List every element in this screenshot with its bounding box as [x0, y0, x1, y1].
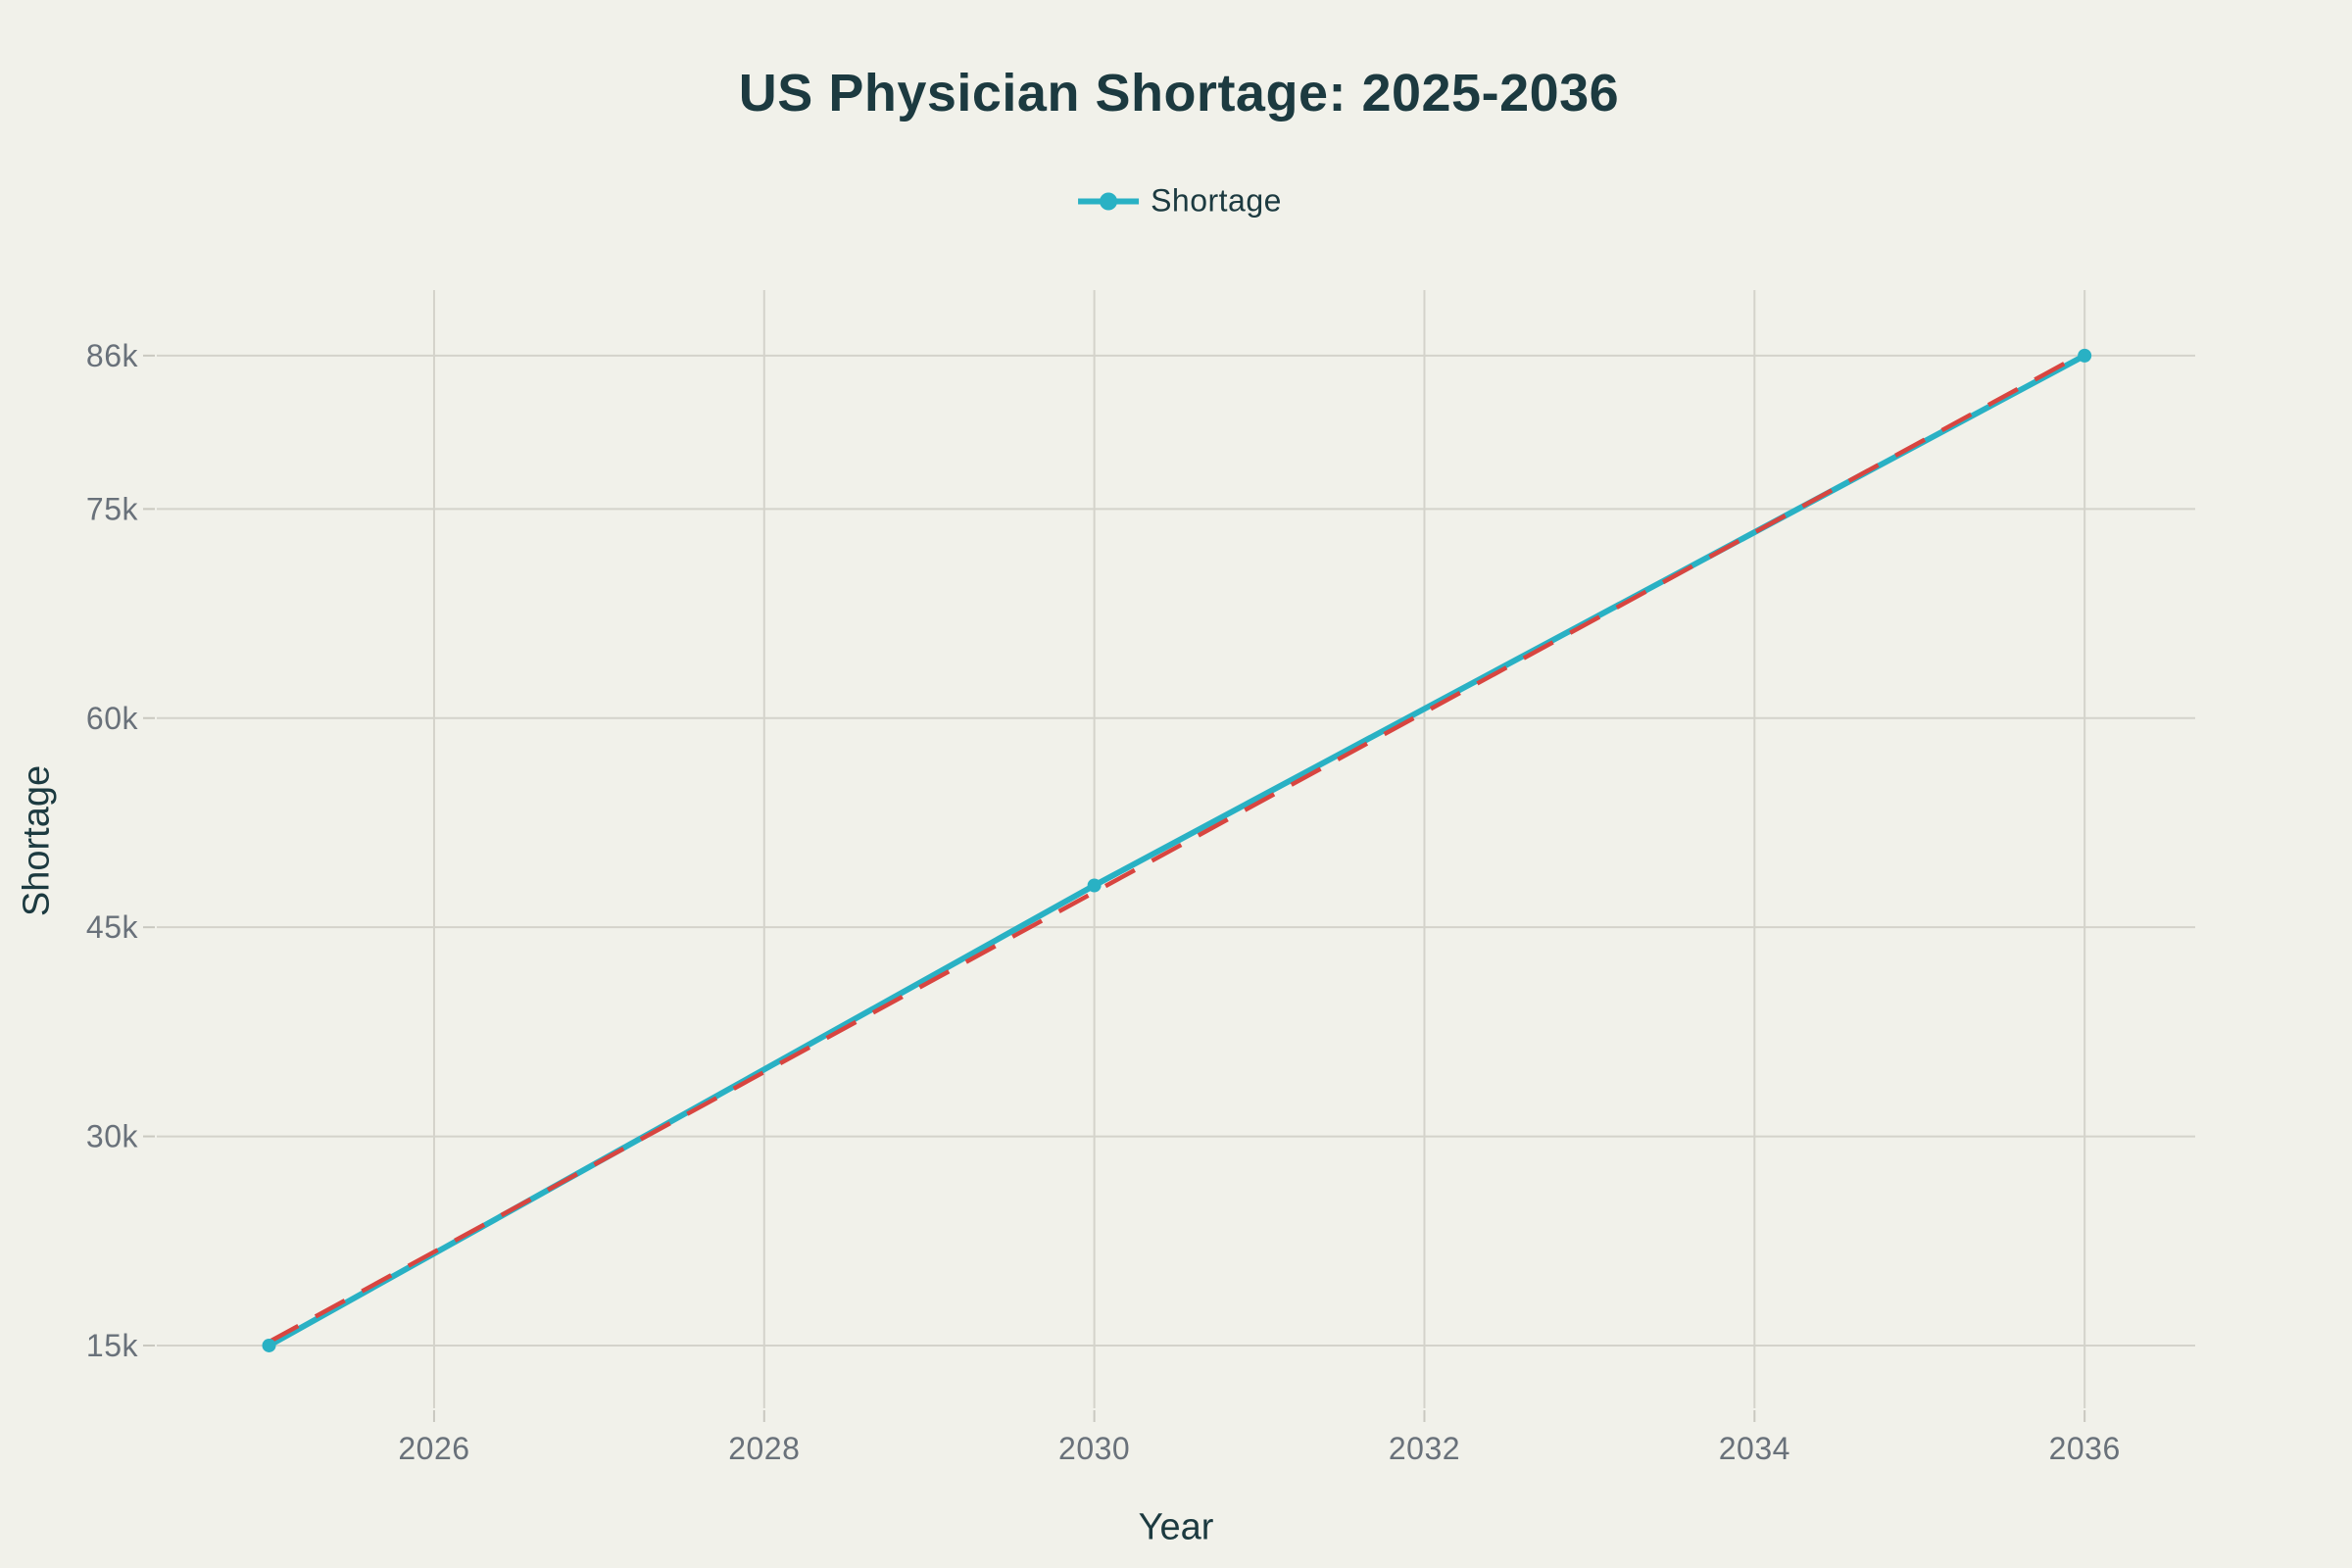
y-axis-title: Shortage [16, 764, 58, 917]
data-point[interactable] [2078, 348, 2092, 363]
chart-title: US Physician Shortage: 2025-2036 [738, 64, 1620, 122]
x-tick-label: 2028 [728, 1431, 800, 1466]
x-tick-label: 2026 [398, 1431, 469, 1466]
legend-label: Shortage [1151, 182, 1282, 219]
y-tick-label: 30k [86, 1119, 139, 1154]
y-tick-label: 60k [86, 701, 139, 736]
x-tick-label: 2034 [1719, 1431, 1790, 1466]
y-tick-label: 45k [86, 909, 139, 945]
trend-line [268, 350, 2086, 1345]
y-tick-label: 86k [86, 338, 139, 373]
legend: Shortage [1076, 183, 1282, 220]
legend-line-marker-icon [1078, 192, 1140, 210]
x-axis-title: Year [1138, 1506, 1214, 1548]
y-tick-label: 75k [86, 491, 139, 526]
x-tick-label: 2032 [1389, 1431, 1460, 1466]
data-point[interactable] [1087, 878, 1102, 893]
x-tick-label: 2036 [2049, 1431, 2121, 1466]
series-line-shortage [266, 352, 2088, 1348]
data-point[interactable] [262, 1338, 276, 1352]
x-tick-label: 2030 [1058, 1431, 1130, 1466]
legend-item-shortage[interactable]: Shortage [1076, 183, 1282, 220]
y-tick-label: 15k [86, 1328, 139, 1363]
